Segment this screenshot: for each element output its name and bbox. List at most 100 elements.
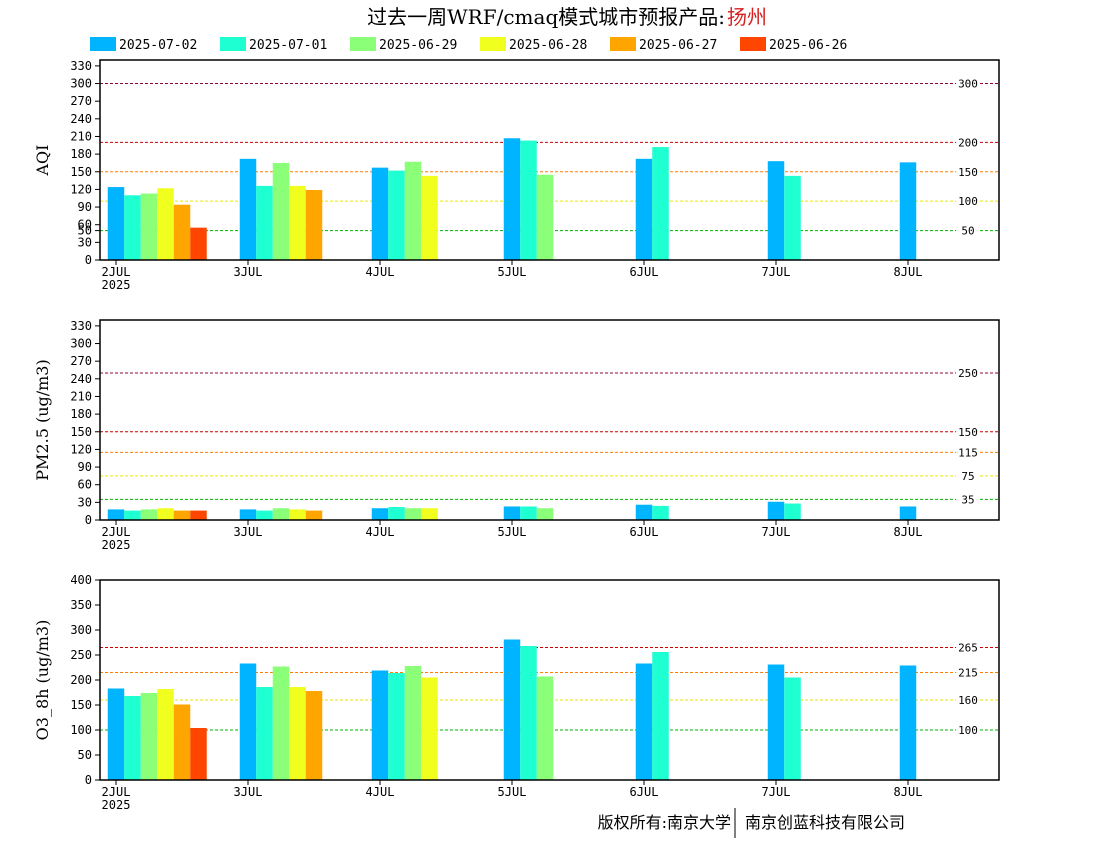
bar-o3-2025-07-02-d2 <box>371 670 389 780</box>
bar-pm25-2025-07-02-d1 <box>239 509 257 520</box>
x-tick-label: 3JUL <box>234 265 263 279</box>
bar-pm25-2025-07-02-d3 <box>503 506 521 520</box>
bar-pm25-2025-06-29-d1 <box>272 508 290 520</box>
reference-label: 35 <box>961 493 974 506</box>
y-tick-label: 120 <box>70 182 92 196</box>
legend-swatch <box>480 37 506 51</box>
bar-o3-2025-07-02-d5 <box>767 664 785 780</box>
reference-label: 160 <box>958 694 978 707</box>
reference-label: 150 <box>958 166 978 179</box>
y-tick-label: 50 <box>78 748 92 762</box>
bar-pm25-2025-07-02-d0 <box>107 509 125 520</box>
x-tick-label: 6JUL <box>630 265 659 279</box>
bar-pm25-2025-06-29-d0 <box>140 509 158 520</box>
y-tick-label: 240 <box>70 372 92 386</box>
y-axis-label: PM2.5 (ug/m3) <box>33 359 52 480</box>
bar-aqi-2025-06-29-d3 <box>536 174 554 260</box>
x-tick-label: 3JUL <box>234 525 263 539</box>
bar-pm25-2025-06-28-d1 <box>289 509 306 520</box>
y-tick-label: 330 <box>70 319 92 333</box>
x-tick-label: 4JUL <box>366 785 395 799</box>
bar-pm25-2025-06-27-d0 <box>173 510 191 520</box>
y-tick-label: 240 <box>70 112 92 126</box>
legend-item: 2025-06-29 <box>350 37 457 53</box>
bar-o3-2025-07-01-d3 <box>520 646 537 780</box>
bar-pm25-2025-07-01-d3 <box>520 506 537 520</box>
legend-swatch <box>220 37 246 51</box>
x-tick-label: 7JUL <box>762 525 791 539</box>
bar-pm25-2025-06-28-d0 <box>157 508 174 520</box>
reference-label: 250 <box>958 367 978 380</box>
bar-aqi-2025-07-02-d5 <box>767 161 785 260</box>
y-tick-label: 270 <box>70 354 92 368</box>
x-tick-label: 6JUL <box>630 785 659 799</box>
legend-label: 2025-06-26 <box>769 38 847 53</box>
x-tick-label: 6JUL <box>630 525 659 539</box>
x-tick-label: 4JUL <box>366 525 395 539</box>
legend-label: 2025-06-27 <box>639 38 717 53</box>
y-tick-label: 30 <box>78 495 92 509</box>
y-tick-label: 300 <box>70 623 92 637</box>
bar-aqi-2025-07-01-d1 <box>256 185 273 260</box>
y-tick-label: 270 <box>70 94 92 108</box>
x-tick-label: 3JUL <box>234 785 263 799</box>
reference-label-bg <box>956 725 980 735</box>
bar-o3-2025-06-29-d0 <box>140 693 158 780</box>
bar-pm25-2025-07-01-d5 <box>784 503 801 520</box>
y-tick-label: 150 <box>70 425 92 439</box>
reference-label-bg <box>956 447 980 458</box>
y-tick-label: 250 <box>70 648 92 662</box>
bar-o3-2025-06-26-d0 <box>190 728 207 780</box>
bar-aqi-2025-07-02-d6 <box>899 162 917 260</box>
reference-label-bg <box>956 426 980 437</box>
y-tick-label: 90 <box>78 200 92 214</box>
bar-aqi-2025-07-01-d4 <box>652 147 669 260</box>
bar-aqi-2025-07-02-d1 <box>239 158 257 260</box>
reference-label: 75 <box>961 470 974 483</box>
bar-aqi-2025-06-28-d1 <box>289 185 306 260</box>
reference-label: 50 <box>961 225 974 238</box>
bar-o3-2025-06-28-d1 <box>289 687 306 780</box>
bar-o3-2025-06-28-d2 <box>421 677 438 780</box>
reference-label-bg <box>956 695 980 705</box>
y-tick-label: 150 <box>70 698 92 712</box>
legend: 2025-07-02 2025-07-01 2025-06-29 2025-06-28… <box>90 37 847 53</box>
reference-label-bg <box>956 196 980 207</box>
bar-pm25-2025-07-02-d4 <box>635 504 653 520</box>
bar-pm25-2025-06-29-d3 <box>536 508 554 520</box>
legend-item: 2025-06-26 <box>740 37 847 53</box>
bar-pm25-2025-07-02-d2 <box>371 508 389 520</box>
legend-swatch <box>610 37 636 51</box>
bar-aqi-2025-06-27-d0 <box>173 204 191 260</box>
legend-label: 2025-07-01 <box>249 38 327 53</box>
bar-aqi-2025-06-28-d0 <box>157 188 174 260</box>
bar-pm25-2025-07-01-d1 <box>256 510 273 520</box>
bar-pm25-2025-06-26-d0 <box>190 510 207 520</box>
bar-aqi-2025-07-02-d3 <box>503 138 521 260</box>
bar-aqi-2025-07-02-d0 <box>107 187 125 260</box>
reference-label: 300 <box>958 78 978 91</box>
y-tick-label: 50 <box>78 224 92 238</box>
y-tick-label: 60 <box>78 478 92 492</box>
legend-item: 2025-07-01 <box>220 37 327 53</box>
bar-aqi-2025-07-01-d0 <box>124 195 141 260</box>
chart-title: 过去一周WRF/cmaq模式城市预报产品: <box>367 5 725 29</box>
y-tick-label: 180 <box>70 147 92 161</box>
bar-pm25-2025-07-02-d5 <box>767 501 785 520</box>
bar-pm25-2025-06-27-d1 <box>305 510 323 520</box>
reference-label-bg <box>956 78 980 89</box>
y-axis-label: AQI <box>33 145 52 177</box>
y-tick-label: 300 <box>70 77 92 91</box>
bar-o3-2025-07-02-d0 <box>107 688 125 780</box>
bar-aqi-2025-06-26-d0 <box>190 227 207 260</box>
legend-label: 2025-06-29 <box>379 38 457 53</box>
x-tick-label: 2JUL 2025 <box>102 265 131 292</box>
bar-aqi-2025-07-01-d2 <box>388 170 405 260</box>
x-tick-label: 8JUL <box>894 785 923 799</box>
bar-aqi-2025-07-02-d2 <box>371 167 389 260</box>
y-tick-label: 300 <box>70 337 92 351</box>
y-tick-label: 200 <box>70 673 92 687</box>
reference-label: 150 <box>958 426 978 439</box>
bar-o3-2025-06-29-d1 <box>272 666 290 780</box>
